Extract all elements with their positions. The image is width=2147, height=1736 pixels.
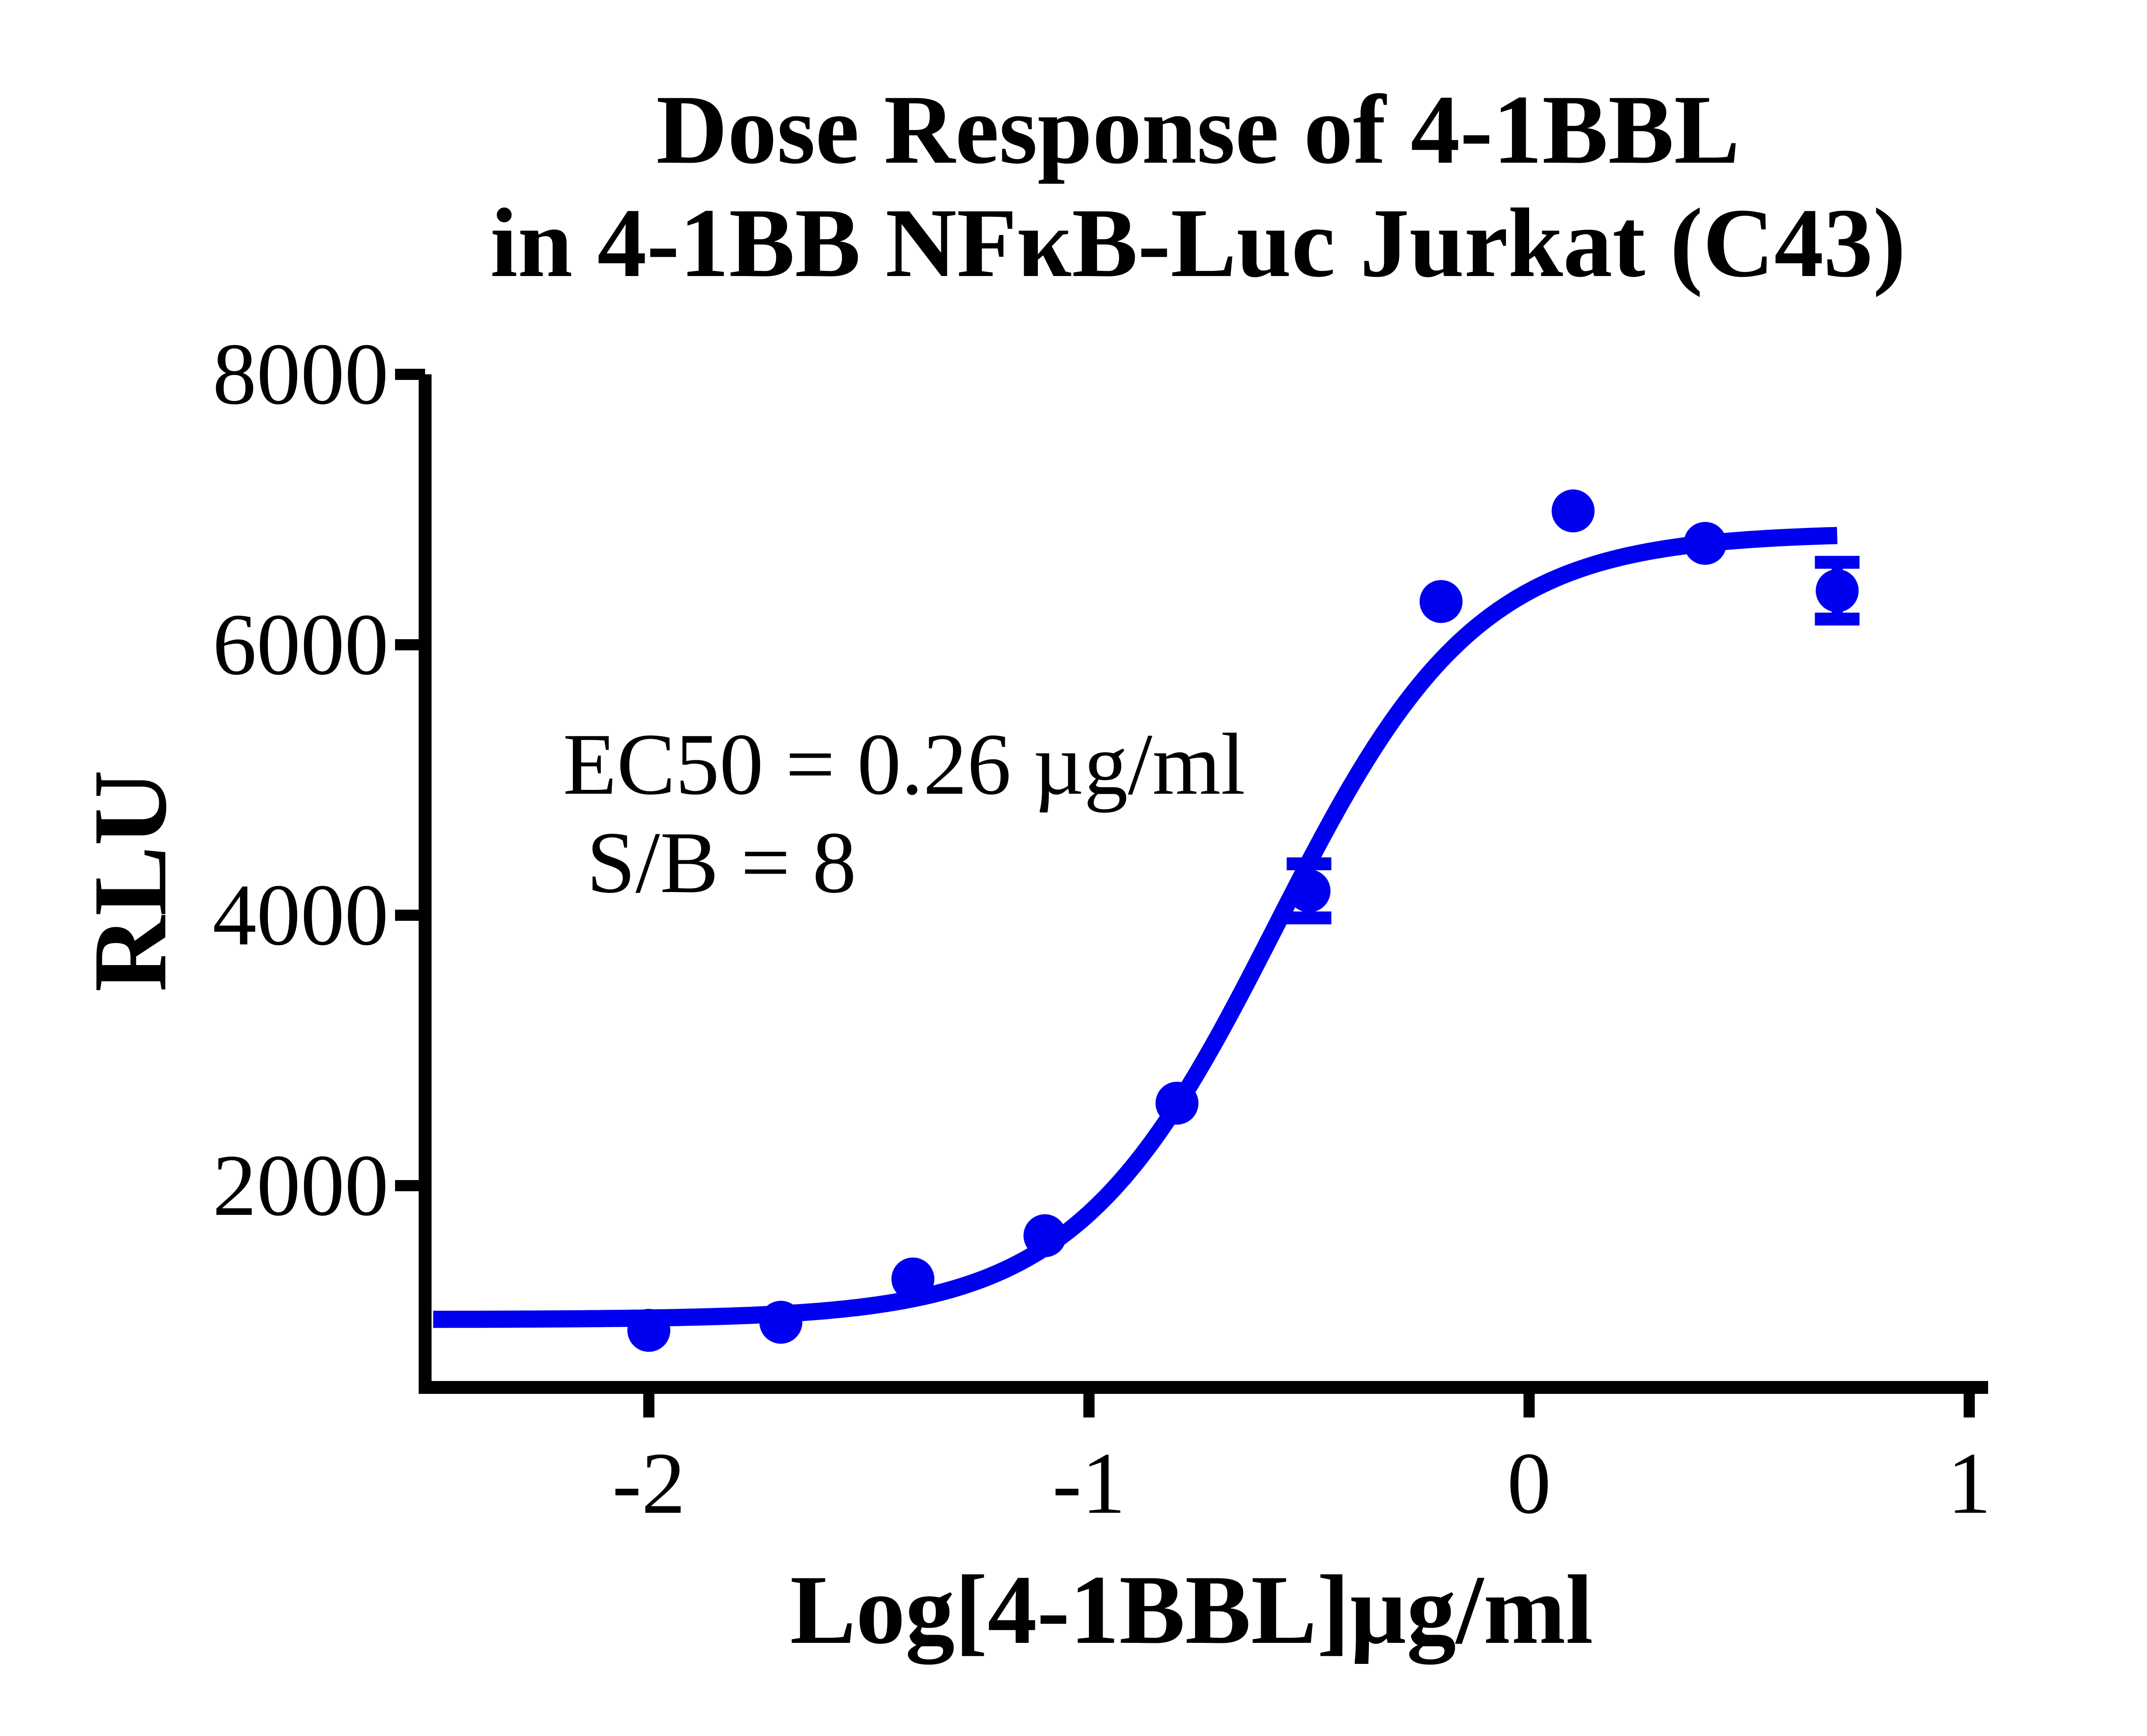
axis-spines (419, 374, 1988, 1394)
ec50-annotation: EC50 = 0.26 µg/ml (563, 716, 1245, 813)
data-point (1287, 869, 1331, 913)
x-tick-label: -1 (1052, 1435, 1126, 1532)
x-tick-label: 1 (1947, 1435, 1992, 1532)
x-tick-label: -2 (612, 1435, 686, 1532)
y-tick-label: 6000 (213, 596, 389, 693)
x-tick-label: 0 (1507, 1435, 1551, 1532)
x-axis-title: Log[4-1BBL]µg/ml (790, 1555, 1593, 1665)
y-tick-label: 4000 (213, 866, 389, 964)
data-point (1156, 1081, 1198, 1125)
y-tick-label: 2000 (213, 1137, 389, 1234)
data-point (1684, 522, 1727, 565)
chart-title-line-1: Dose Response of 4-1BBL (656, 75, 1740, 184)
signal-to-background-annotation: S/B = 8 (587, 814, 856, 911)
y-axis-title: RLU (72, 770, 188, 992)
data-point (1551, 489, 1595, 533)
data-point (1023, 1214, 1067, 1257)
data-point (759, 1301, 803, 1344)
plot-area: 2000 4000 6000 8000 -2 -1 0 1 (213, 325, 1991, 1532)
chart-title-line-2: in 4-1BB NFκB-Luc Jurkat (C43) (490, 188, 1906, 297)
data-point (1816, 569, 1859, 612)
data-point (627, 1309, 670, 1352)
fit-curve (429, 527, 1842, 1328)
data-point (1420, 580, 1463, 623)
data-point (891, 1257, 934, 1301)
y-tick-label: 8000 (213, 325, 389, 423)
